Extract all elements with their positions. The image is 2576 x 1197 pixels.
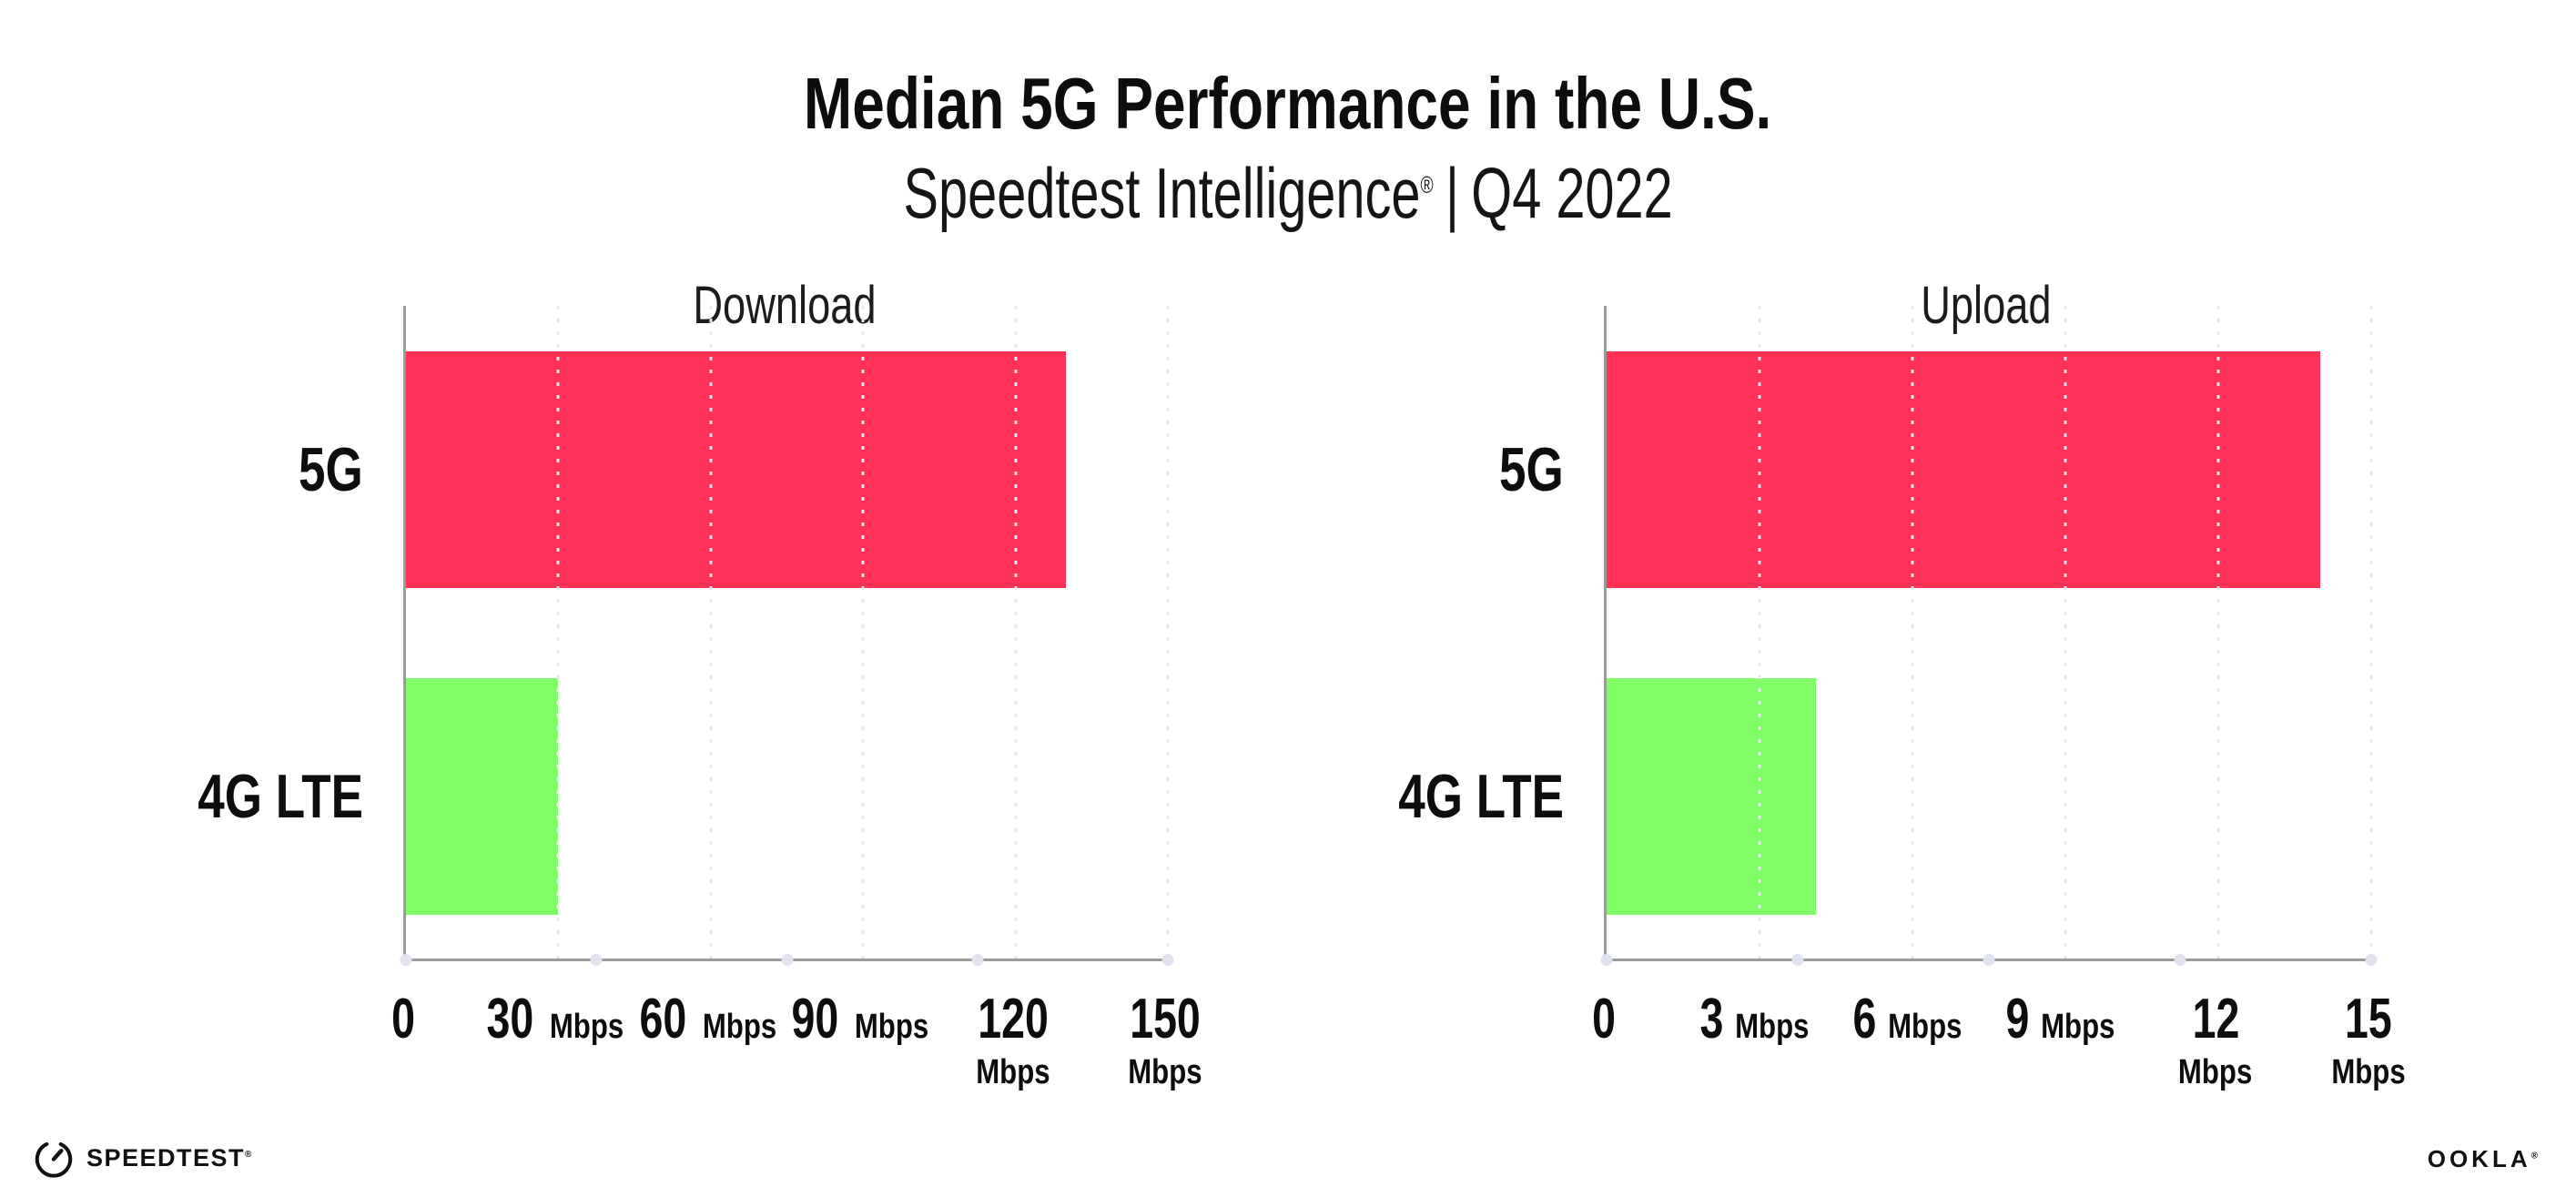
ookla-logo: OOKLA® — [2428, 1145, 2541, 1173]
x-tick-value: 3 — [1699, 988, 1724, 1050]
category-label-4g-lte: 4G LTE — [198, 762, 363, 831]
gridline — [2369, 306, 2373, 959]
x-axis: 0 3 Mbps 6 Mbps 9 Mbps 12Mbps 15Mbps — [1592, 989, 2406, 1111]
page-title-text: Median 5G Performance in the U.S. — [804, 62, 1772, 144]
x-tick-label: 3 Mbps — [1696, 989, 1818, 1050]
baseline-tick-dot — [781, 954, 793, 966]
upload-plot-area — [1600, 306, 2378, 966]
x-tick-label: 0 — [1588, 989, 1619, 1050]
x-tick-unit: Mbps — [2178, 1053, 2253, 1091]
baseline-tick-dot — [1161, 954, 1174, 966]
x-tick-value: 0 — [391, 988, 415, 1050]
bar-4g-lte — [406, 678, 559, 915]
page-subtitle: Speedtest Intelligence® | Q4 2022 — [0, 152, 2576, 235]
download-chart: Download 5G 4G LTE 0 30 Mbps 60 Mbps 90 Mbps 12… — [80, 218, 1202, 1111]
x-tick-label: 90 Mbps — [784, 989, 937, 1050]
x-tick-value: 12 — [2192, 988, 2239, 1050]
x-tick-label: 0 — [388, 989, 419, 1050]
gridline — [1014, 306, 1018, 959]
x-tick-unit: Mbps — [1128, 1053, 1202, 1091]
subtitle-separator: | — [1445, 152, 1459, 233]
x-tick-label: 6 Mbps — [1849, 989, 1971, 1050]
gridline — [2064, 306, 2067, 959]
baseline-tick-dot — [1791, 954, 1804, 966]
speedtest-logo: SPEEDTEST® — [33, 1137, 253, 1179]
y-axis-labels: 5G 4G LTE — [1281, 306, 1584, 959]
trademark-mark: ® — [245, 1149, 253, 1160]
x-tick-unit: Mbps — [2041, 1008, 2115, 1046]
x-tick-unit: Mbps — [2331, 1053, 2406, 1091]
subtitle-brand: Speedtest Intelligence — [903, 152, 1421, 233]
x-tick-value: 15 — [2345, 988, 2392, 1050]
page-subtitle-text: Speedtest Intelligence® | Q4 2022 — [903, 152, 1672, 235]
gridline — [1166, 306, 1170, 959]
baseline-tick-dot — [2174, 954, 2186, 966]
upload-chart: Upload 5G 4G LTE 0 3 Mbps 6 Mbps 9 Mbps 12Mbps 1… — [1281, 218, 2406, 1111]
y-axis-labels: 5G 4G LTE — [80, 306, 383, 959]
baseline-tick-dot — [400, 954, 412, 966]
x-tick-unit: Mbps — [702, 1008, 776, 1046]
gridline — [709, 306, 713, 959]
gridline — [2216, 306, 2220, 959]
gridline — [861, 306, 865, 959]
gridline — [556, 306, 560, 959]
x-tick-value: 150 — [1130, 988, 1201, 1050]
x-tick-value: 90 — [791, 988, 839, 1050]
x-tick-value: 30 — [486, 988, 534, 1050]
registered-mark: ® — [1420, 170, 1434, 198]
gridline — [1911, 306, 1914, 959]
baseline-tick-dot — [1600, 954, 1613, 966]
bar-5g — [1607, 351, 2320, 588]
baseline-tick-dot — [1983, 954, 1995, 966]
x-tick-label: 150Mbps — [1118, 989, 1212, 1092]
x-tick-label: 120Mbps — [937, 989, 1089, 1092]
category-label-5g: 5G — [299, 435, 363, 504]
baseline-tick-dot — [590, 954, 603, 966]
x-tick-value: 9 — [2005, 988, 2030, 1050]
x-tick-label: 30 Mbps — [479, 989, 632, 1050]
x-tick-unit: Mbps — [550, 1008, 624, 1046]
x-tick-label: 15Mbps — [2323, 989, 2413, 1092]
ookla-wordmark: OOKLA® — [2427, 1145, 2541, 1172]
x-tick-unit: Mbps — [1888, 1008, 1962, 1046]
speedtest-gauge-icon — [35, 1141, 73, 1178]
chart-title-upload: Upload — [1921, 276, 2052, 335]
baseline-tick-dot — [971, 954, 984, 966]
x-tick-label: 60 Mbps — [632, 989, 785, 1050]
category-label-4g-lte: 4G LTE — [1398, 762, 1564, 831]
x-axis: 0 30 Mbps 60 Mbps 90 Mbps 120Mbps 150Mbps — [391, 989, 1202, 1111]
x-tick-label: 9 Mbps — [2002, 989, 2124, 1050]
bar-4g-lte — [1607, 678, 1816, 915]
x-tick-label: 12Mbps — [2139, 989, 2292, 1092]
chart-title-download: Download — [692, 276, 877, 335]
x-tick-value: 0 — [1592, 988, 1616, 1050]
download-plot-area — [400, 306, 1174, 966]
x-tick-unit: Mbps — [854, 1008, 929, 1046]
x-tick-value: 6 — [1852, 988, 1877, 1050]
gridline — [1758, 306, 1761, 959]
x-tick-value: 120 — [977, 988, 1049, 1050]
bar-5g — [406, 351, 1067, 588]
subtitle-period: Q4 2022 — [1471, 152, 1673, 233]
speedtest-wordmark: SPEEDTEST® — [86, 1143, 253, 1172]
category-label-5g: 5G — [1499, 435, 1564, 504]
x-tick-value: 60 — [639, 988, 687, 1050]
registered-mark: ® — [2530, 1151, 2541, 1161]
baseline-tick-dot — [2365, 954, 2378, 966]
x-tick-unit: Mbps — [975, 1053, 1050, 1091]
page-title: Median 5G Performance in the U.S. — [0, 62, 2576, 146]
x-tick-unit: Mbps — [1735, 1008, 1810, 1046]
